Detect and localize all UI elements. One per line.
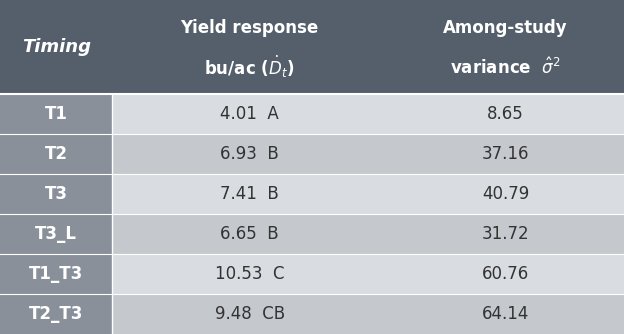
FancyBboxPatch shape [0, 214, 112, 254]
FancyBboxPatch shape [387, 294, 624, 334]
FancyBboxPatch shape [0, 254, 112, 294]
FancyBboxPatch shape [112, 94, 387, 134]
Text: 9.48  CB: 9.48 CB [215, 305, 285, 323]
Text: T1: T1 [45, 105, 67, 123]
Text: Yield response: Yield response [180, 19, 319, 37]
Text: 6.93  B: 6.93 B [220, 145, 279, 163]
Text: 40.79: 40.79 [482, 185, 529, 203]
Text: T2_T3: T2_T3 [29, 305, 84, 323]
FancyBboxPatch shape [112, 254, 387, 294]
Text: 37.16: 37.16 [482, 145, 529, 163]
Text: 7.41  B: 7.41 B [220, 185, 279, 203]
FancyBboxPatch shape [112, 134, 387, 174]
FancyBboxPatch shape [0, 134, 112, 174]
FancyBboxPatch shape [0, 174, 112, 214]
FancyBboxPatch shape [112, 294, 387, 334]
FancyBboxPatch shape [387, 254, 624, 294]
Text: variance  $\hat{\sigma}^2$: variance $\hat{\sigma}^2$ [450, 57, 561, 77]
FancyBboxPatch shape [0, 0, 624, 94]
FancyBboxPatch shape [387, 134, 624, 174]
Text: 6.65  B: 6.65 B [220, 225, 279, 243]
Text: Timing: Timing [22, 38, 90, 56]
Text: 31.72: 31.72 [482, 225, 529, 243]
Text: 60.76: 60.76 [482, 265, 529, 283]
FancyBboxPatch shape [387, 94, 624, 134]
Text: 10.53  C: 10.53 C [215, 265, 285, 283]
FancyBboxPatch shape [387, 214, 624, 254]
Text: T3: T3 [45, 185, 67, 203]
FancyBboxPatch shape [0, 294, 112, 334]
Text: Among-study: Among-study [443, 19, 568, 37]
FancyBboxPatch shape [0, 94, 112, 134]
FancyBboxPatch shape [387, 174, 624, 214]
FancyBboxPatch shape [112, 174, 387, 214]
Text: T3_L: T3_L [35, 225, 77, 243]
FancyBboxPatch shape [112, 214, 387, 254]
Text: 8.65: 8.65 [487, 105, 524, 123]
Text: bu/ac ($\dot{D}_t$): bu/ac ($\dot{D}_t$) [205, 54, 295, 80]
Text: 64.14: 64.14 [482, 305, 529, 323]
Text: 4.01  A: 4.01 A [220, 105, 279, 123]
Text: T1_T3: T1_T3 [29, 265, 83, 283]
Text: T2: T2 [45, 145, 67, 163]
